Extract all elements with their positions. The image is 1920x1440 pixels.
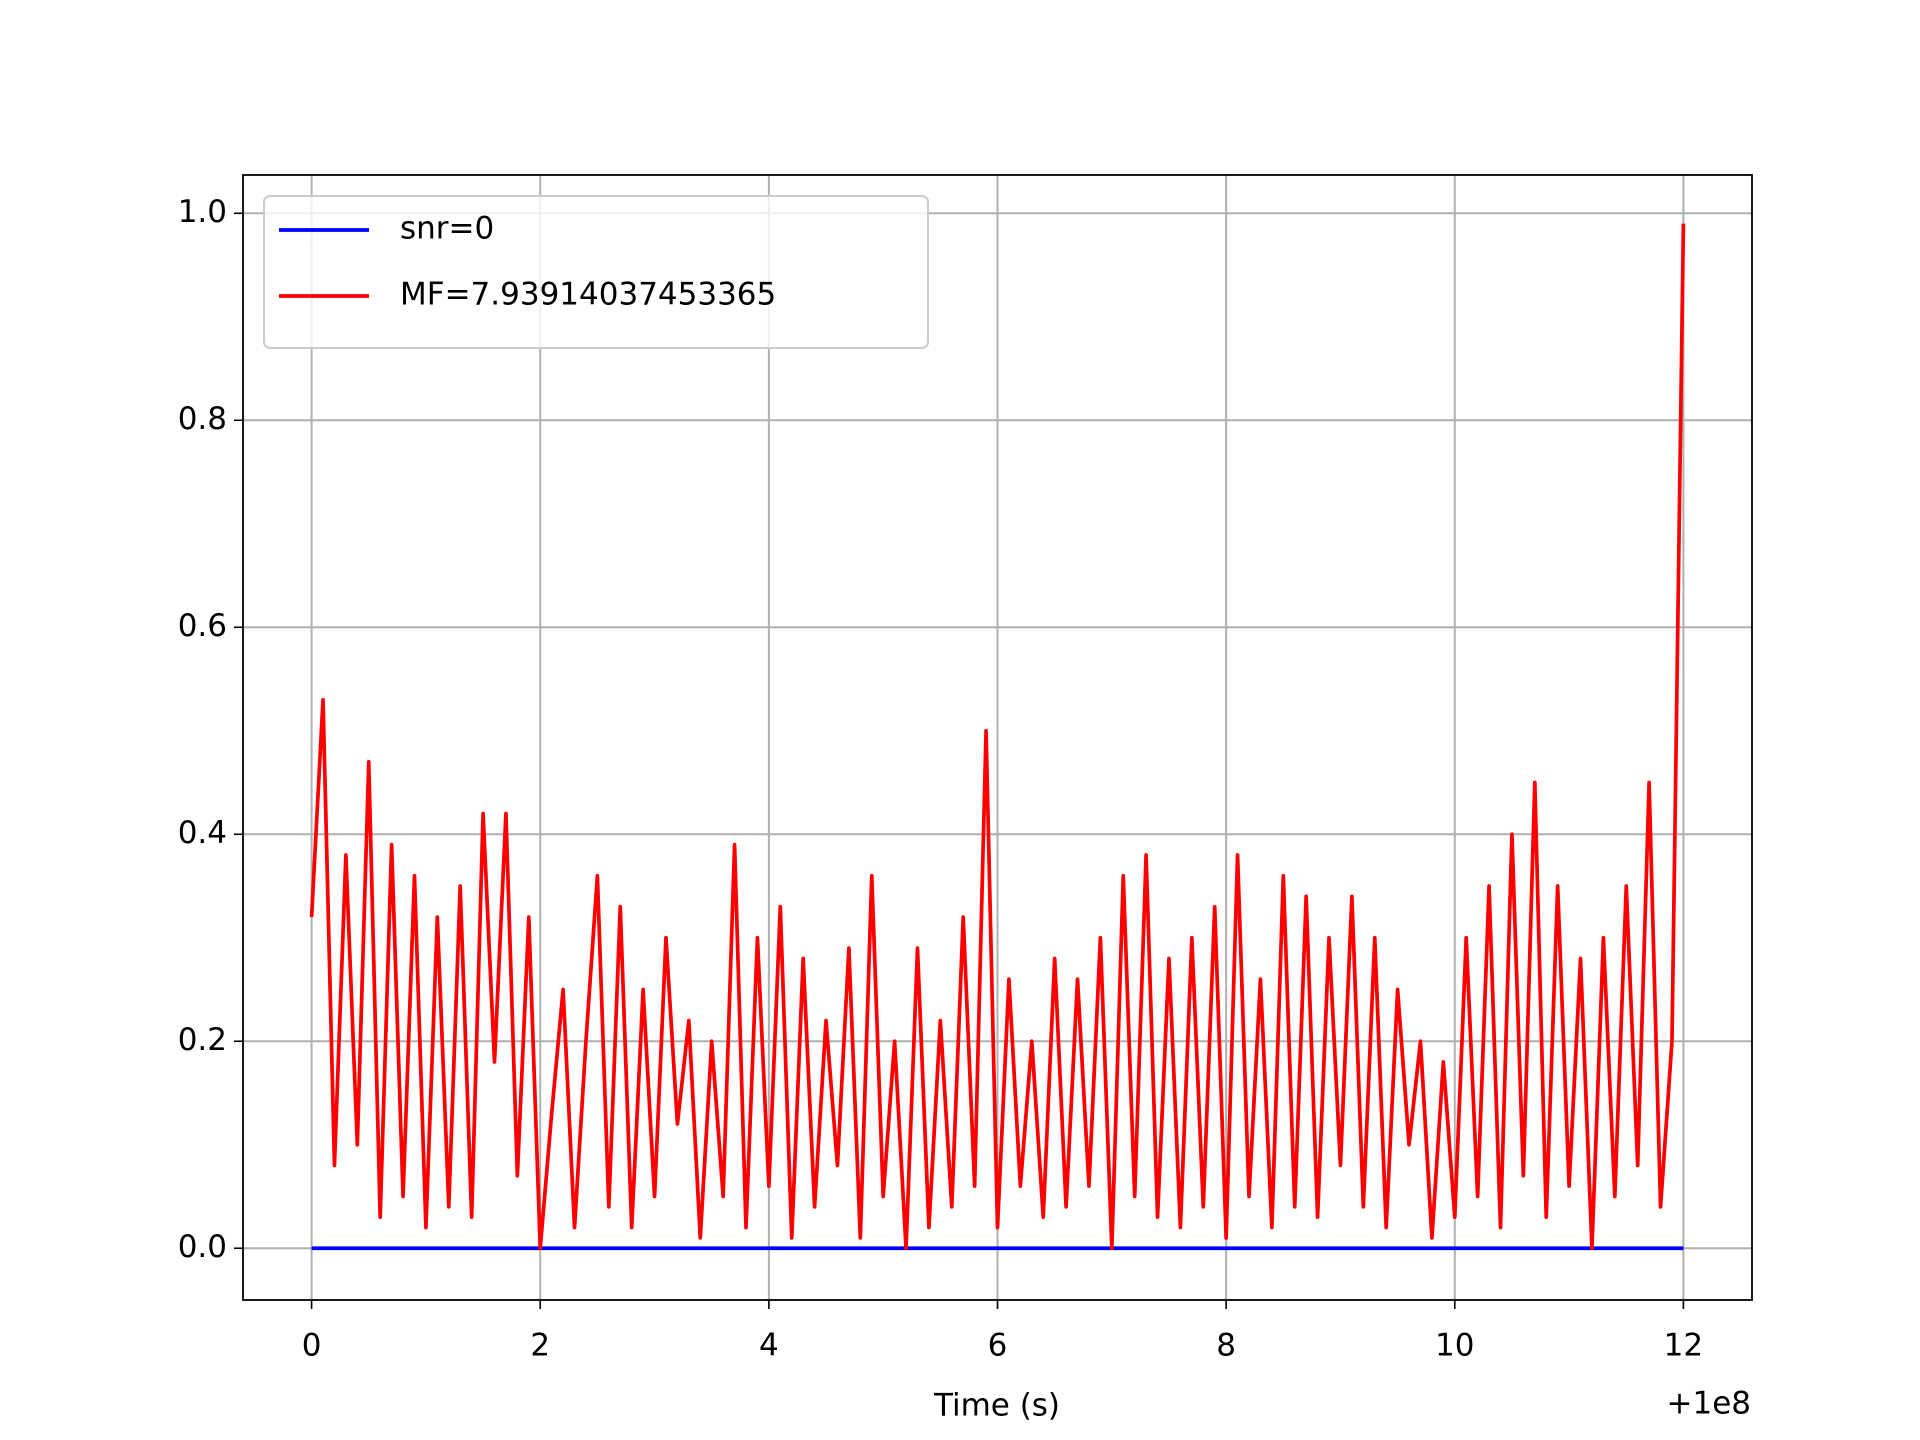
legend-box (263, 195, 929, 349)
x-axis-label: Time (s) (933, 1388, 1060, 1424)
axes-frame (242, 174, 1753, 1301)
y-tick-label: 1.0 (178, 194, 227, 230)
x-tick-label: 8 (1216, 1328, 1236, 1364)
x-offset-label: +1e8 (1667, 1386, 1752, 1422)
x-tick-label: 0 (302, 1328, 322, 1364)
y-tick-label: 0.6 (178, 608, 227, 644)
x-tick-label: 4 (759, 1328, 779, 1364)
y-tick-label: 0.4 (178, 815, 227, 851)
data-line (309, 223, 1686, 1251)
y-tick-label: 0.2 (178, 1022, 227, 1058)
x-tick-label: 2 (530, 1328, 550, 1364)
x-tick-label: 10 (1435, 1328, 1474, 1364)
legend-label: MF=7.93914037453365 (400, 277, 776, 313)
x-tick-label: 12 (1664, 1328, 1703, 1364)
y-tick-label: 0.8 (178, 401, 227, 437)
y-tick-label: 0.0 (178, 1229, 227, 1265)
x-tick-label: 6 (988, 1328, 1008, 1364)
legend-label: snr=0 (400, 211, 494, 247)
